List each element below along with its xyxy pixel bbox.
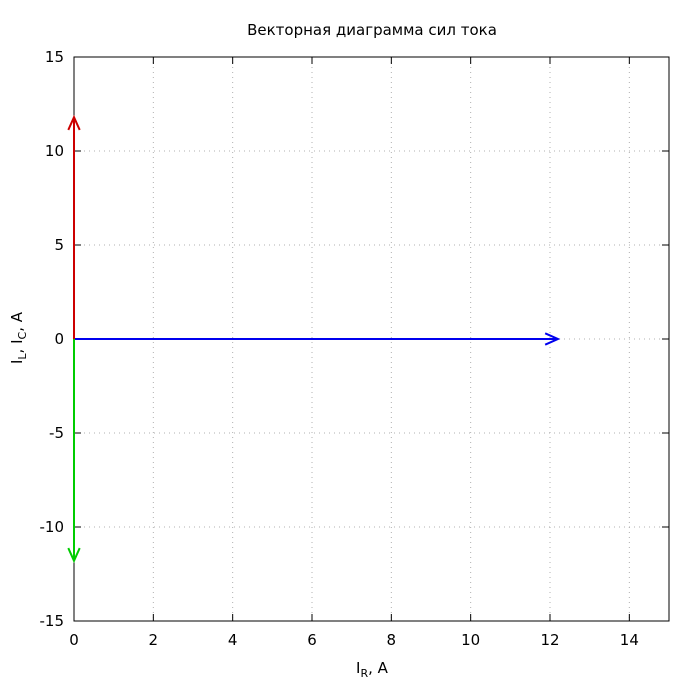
x-axis-label-main: I: [356, 659, 360, 677]
y-tick-label: 10: [45, 142, 64, 160]
x-tick-label: 4: [228, 631, 238, 649]
x-tick-label: 8: [387, 631, 397, 649]
x-axis-label-sub: R: [360, 667, 368, 680]
y-tick-label: 5: [54, 236, 64, 254]
y-axis-label: IL, IC, A: [8, 311, 29, 364]
vectors-layer: [67, 114, 561, 564]
y-tick-label: -15: [40, 612, 65, 630]
vector-2-arrowhead: [67, 114, 81, 131]
x-axis-label: IR, A: [356, 659, 389, 680]
x-tick-label: 6: [307, 631, 317, 649]
grid-layer: [74, 57, 669, 621]
x-tick-label: 0: [69, 631, 79, 649]
vector-1-arrowhead: [544, 332, 561, 346]
y-axis-label-main-2: I: [8, 339, 26, 343]
y-axis-label-sub-1: L: [16, 353, 29, 360]
y-axis-label-suffix-2: , A: [8, 311, 26, 332]
x-tick-label: 2: [149, 631, 159, 649]
x-axis-label-suffix: , A: [368, 659, 389, 677]
y-axis-label-main-1: I: [8, 360, 26, 364]
y-tick-label: -10: [40, 518, 65, 536]
x-tick-label: 10: [461, 631, 480, 649]
ticks-layer: 0 2 4 6 8 10 12 14 -15 -10 -5 0 5 10 15: [40, 48, 669, 649]
y-tick-label: 15: [45, 48, 64, 66]
y-axis-label-suffix-1: ,: [8, 344, 26, 354]
y-tick-label: -5: [49, 424, 64, 442]
y-axis-label-sub-2: C: [16, 331, 29, 339]
chart-title: Векторная диаграмма сил тока: [247, 21, 497, 39]
x-tick-label: 12: [540, 631, 559, 649]
x-tick-label: 14: [620, 631, 639, 649]
y-tick-label: 0: [54, 330, 64, 348]
vector-3-arrowhead: [67, 547, 81, 564]
